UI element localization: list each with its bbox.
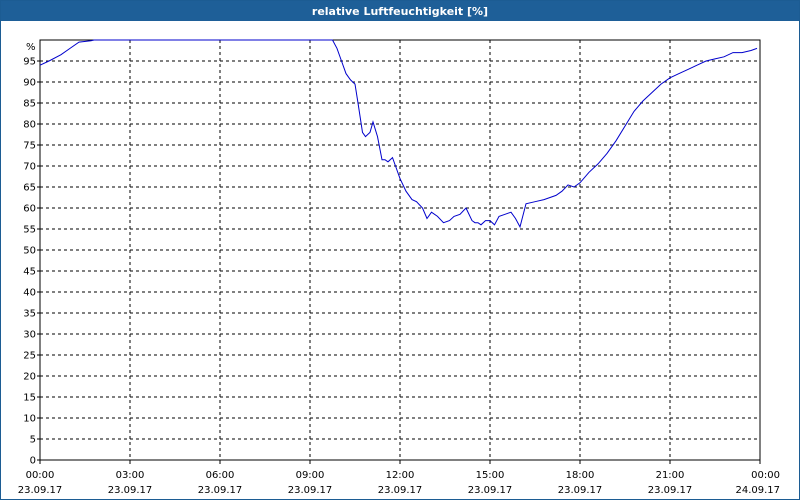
- x-axis-ticks: 00:00 23.09.17 03:00 23.09.17 06:00 23.09.17 0…: [18, 460, 780, 496]
- y-tick-label: 20: [23, 372, 36, 383]
- x-tick-date-label: 23.09.17: [468, 485, 513, 496]
- y-tick-label: 45: [23, 267, 36, 278]
- y-tick-label: 40: [23, 288, 36, 299]
- y-axis-unit-label: %: [26, 42, 36, 53]
- x-tick-date-label: 23.09.17: [198, 485, 243, 496]
- y-tick-label: 50: [23, 246, 36, 257]
- y-tick-label: 10: [23, 414, 36, 425]
- x-tick-date-label: 23.09.17: [648, 485, 693, 496]
- y-tick-label: 30: [23, 330, 36, 341]
- x-tick-date-label: 24.09.17: [735, 485, 780, 496]
- x-tick-time-label: 09:00: [296, 470, 325, 481]
- x-tick-time-label: 06:00: [206, 470, 235, 481]
- y-axis-ticks: 0 5 10 15 20 25 30 35 40 45 50 55 60 65 70 75 80 85 90 95: [23, 57, 40, 467]
- grid: [40, 40, 760, 460]
- x-tick-date-label: 23.09.17: [558, 485, 603, 496]
- y-tick-label: 55: [23, 225, 36, 236]
- x-tick-date-label: 23.09.17: [378, 485, 423, 496]
- y-tick-label: 5: [30, 435, 36, 446]
- y-tick-label: 35: [23, 309, 36, 320]
- x-tick-time-label: 15:00: [476, 470, 505, 481]
- x-tick-time-label: 21:00: [656, 470, 685, 481]
- x-tick-time-label: 00:00: [26, 470, 55, 481]
- x-tick-time-label: 18:00: [566, 470, 595, 481]
- x-tick-date-label: 23.09.17: [18, 485, 63, 496]
- y-tick-label: 75: [23, 141, 36, 152]
- x-tick-date-label: 23.09.17: [108, 485, 153, 496]
- y-tick-label: 85: [23, 99, 36, 110]
- y-tick-label: 60: [23, 204, 36, 215]
- y-tick-label: 80: [23, 120, 36, 131]
- x-tick-time-label: 00:00: [751, 470, 780, 481]
- y-tick-label: 70: [23, 162, 36, 173]
- y-tick-label: 65: [23, 183, 36, 194]
- x-tick-time-label: 12:00: [386, 470, 415, 481]
- x-tick-date-label: 23.09.17: [288, 485, 333, 496]
- chart-title: relative Luftfeuchtigkeit [%]: [1, 1, 799, 21]
- y-tick-label: 0: [30, 456, 36, 467]
- y-tick-label: 95: [23, 57, 36, 68]
- y-tick-label: 25: [23, 351, 36, 362]
- y-tick-label: 15: [23, 393, 36, 404]
- x-tick-time-label: 03:00: [116, 470, 145, 481]
- humidity-series-line: [39, 39, 758, 229]
- y-tick-label: 90: [23, 78, 36, 89]
